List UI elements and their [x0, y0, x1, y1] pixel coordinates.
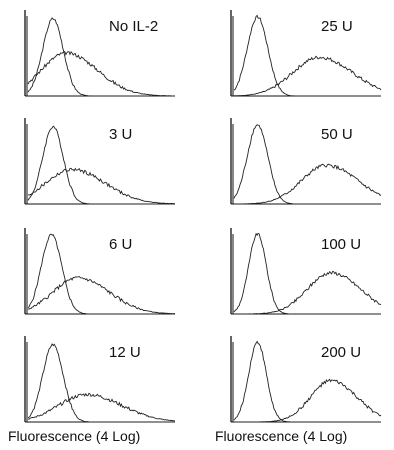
stained-histogram-line	[27, 167, 176, 205]
control-histogram-line	[27, 343, 175, 423]
x-axis-title-left: Fluorescence (4 Log)	[8, 428, 141, 444]
panel-label: No IL-2	[109, 18, 158, 35]
stained-histogram-line	[27, 50, 176, 97]
histogram-panel: No IL-2	[24, 10, 176, 97]
stained-histogram-line	[233, 378, 382, 423]
panel-grid: No IL-2 3 U 6 U 12 U 25 U 50 U 100 U 200 U	[24, 10, 382, 423]
control-histogram-line	[27, 233, 176, 315]
control-histogram-line	[233, 124, 381, 205]
control-histogram-line	[233, 14, 381, 97]
histogram-panel: 50 U	[230, 118, 382, 205]
panel-label: 25 U	[321, 18, 353, 35]
histogram-panel: 3 U	[24, 118, 176, 205]
control-histogram-line	[233, 340, 382, 423]
stained-histogram-line	[27, 276, 175, 315]
stained-histogram-line	[233, 55, 382, 97]
control-histogram-line	[233, 232, 381, 315]
stained-histogram-line	[233, 163, 382, 205]
stained-histogram-line	[27, 392, 176, 422]
panel-label: 6 U	[109, 236, 132, 253]
histogram-panel: 12 U	[24, 336, 176, 423]
panel-label: 50 U	[321, 126, 353, 143]
histogram-panel: 25 U	[230, 10, 382, 97]
histogram-panel: 100 U	[230, 228, 382, 315]
histogram-panel: 200 U	[230, 336, 382, 423]
histogram-panel: 6 U	[24, 228, 176, 315]
panel-label: 200 U	[321, 344, 361, 361]
panel-label: 100 U	[321, 236, 361, 253]
control-histogram-line	[27, 17, 175, 97]
x-axis-title-right: Fluorescence (4 Log)	[215, 428, 348, 444]
control-histogram-line	[27, 125, 176, 205]
panel-label: 3 U	[109, 126, 132, 143]
panel-label: 12 U	[109, 344, 141, 361]
stained-histogram-line	[233, 270, 382, 315]
